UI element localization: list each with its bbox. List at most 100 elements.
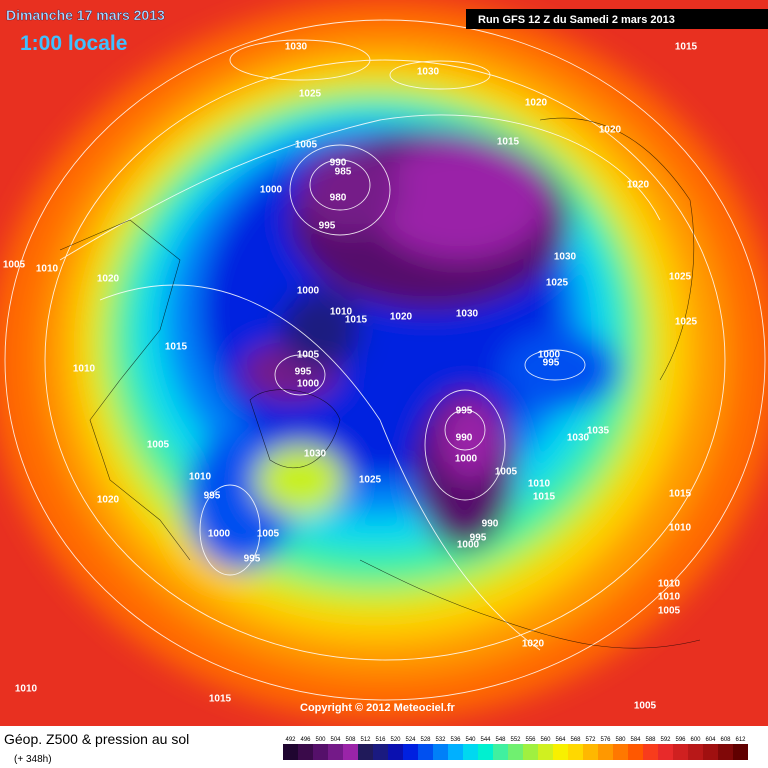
colorbar-level: 604 bbox=[705, 737, 716, 743]
isobar-label: 1015 bbox=[165, 342, 188, 353]
isobar-label: 995 bbox=[204, 491, 221, 502]
isobar-label: 1010 bbox=[189, 472, 212, 483]
colorbar-level: 512 bbox=[360, 737, 371, 743]
isobar-label: 1020 bbox=[522, 639, 545, 650]
isobar-label: 1010 bbox=[658, 579, 681, 590]
isobar-label: 1000 bbox=[457, 540, 480, 551]
colorbar-swatch bbox=[508, 744, 523, 760]
colorbar-swatch bbox=[388, 744, 403, 760]
isobar-label: 1015 bbox=[675, 42, 698, 53]
isobar-label: 1025 bbox=[669, 272, 692, 283]
colorbar-level: 500 bbox=[315, 737, 326, 743]
colorbar-swatch bbox=[283, 744, 298, 760]
colorbar-swatch bbox=[703, 744, 718, 760]
isobar-label: 1020 bbox=[627, 180, 650, 191]
colorbar-swatch bbox=[658, 744, 673, 760]
isobar-label: 1010 bbox=[669, 523, 692, 534]
product-title: Géop. Z500 & pression au sol bbox=[4, 731, 189, 747]
run-box bbox=[466, 9, 768, 29]
colorbar-swatch bbox=[328, 744, 343, 760]
colorbar-swatch bbox=[493, 744, 508, 760]
colorbar-level: 560 bbox=[540, 737, 551, 743]
isobar-label: 1005 bbox=[147, 440, 170, 451]
colorbar-level: 576 bbox=[600, 737, 611, 743]
isobar-label: 995 bbox=[244, 554, 261, 565]
isobar-label: 990 bbox=[330, 158, 347, 169]
isobar-label: 1025 bbox=[359, 475, 382, 486]
colorbar-swatch bbox=[373, 744, 388, 760]
isobar-label: 1000 bbox=[297, 286, 320, 297]
colorbar-level: 532 bbox=[435, 737, 446, 743]
isobar-label: 1020 bbox=[525, 98, 548, 109]
colorbar-level: 572 bbox=[585, 737, 596, 743]
colorbar-level: 544 bbox=[480, 737, 491, 743]
colorbar-level: 504 bbox=[330, 737, 341, 743]
isobar-label: 1030 bbox=[304, 449, 327, 460]
colorbar-level: 548 bbox=[495, 737, 506, 743]
isobar-label: 1035 bbox=[587, 426, 610, 437]
colorbar-level: 524 bbox=[405, 737, 416, 743]
colorbar-swatch bbox=[598, 744, 613, 760]
isobar-label: 995 bbox=[456, 406, 473, 417]
colorbar: 492 496 500 504 508 512 516 520 524 528 532 536 540 5… bbox=[283, 737, 748, 760]
isobar-labels: 1030103010151025102010201015100599098598… bbox=[3, 42, 698, 712]
colorbar-swatch bbox=[463, 744, 478, 760]
isobar-label: 1020 bbox=[599, 125, 622, 136]
colorbar-level: 528 bbox=[420, 737, 431, 743]
isobar-label: 1000 bbox=[538, 350, 561, 361]
isobar-label: 1030 bbox=[456, 309, 479, 320]
colorbar-level: 496 bbox=[300, 737, 311, 743]
colorbar-swatch bbox=[403, 744, 418, 760]
isobar-label: 990 bbox=[482, 519, 499, 530]
forecast-range: (+ 348h) bbox=[14, 754, 52, 765]
colorbar-swatch bbox=[613, 744, 628, 760]
isobar-label: 1015 bbox=[533, 492, 556, 503]
isobar-label: 985 bbox=[335, 167, 352, 178]
isobar-label: 1000 bbox=[208, 529, 231, 540]
colorbar-level: 540 bbox=[465, 737, 476, 743]
colorbar-level: 536 bbox=[450, 737, 461, 743]
isobar-label: 995 bbox=[543, 358, 560, 369]
isobar-label: 1020 bbox=[97, 495, 120, 506]
isobar-label: 1000 bbox=[455, 454, 478, 465]
colorbar-swatch bbox=[478, 744, 493, 760]
isobar-label: 1030 bbox=[567, 433, 590, 444]
colorbar-level: 584 bbox=[630, 737, 641, 743]
colorbar-swatch bbox=[448, 744, 463, 760]
isobar-label: 1010 bbox=[658, 592, 681, 603]
colorbar-swatch bbox=[718, 744, 733, 760]
colorbar-swatch bbox=[343, 744, 358, 760]
isobar-label: 1015 bbox=[345, 315, 368, 326]
colorbar-level: 588 bbox=[645, 737, 656, 743]
local-time: 1:00 locale bbox=[20, 32, 127, 55]
copyright: Copyright © 2012 Meteociel.fr bbox=[300, 702, 456, 714]
isobar-label: 1010 bbox=[36, 264, 59, 275]
colorbar-level: 520 bbox=[390, 737, 401, 743]
isobar-label: 1000 bbox=[297, 379, 320, 390]
isobar-label: 1025 bbox=[675, 317, 698, 328]
isobar-label: 990 bbox=[456, 433, 473, 444]
isobar-label: 1030 bbox=[285, 42, 308, 53]
isobar-label: 1005 bbox=[3, 260, 26, 271]
isobar-label: 1015 bbox=[669, 489, 692, 500]
colorbar-level: 608 bbox=[720, 737, 731, 743]
isobar-label: 1025 bbox=[299, 89, 322, 100]
isobar-label: 1000 bbox=[260, 185, 283, 196]
isobar-label: 1030 bbox=[554, 252, 577, 263]
isobar-label: 1015 bbox=[497, 137, 520, 148]
colorbar-swatch bbox=[313, 744, 328, 760]
colorbar-level: 552 bbox=[510, 737, 521, 743]
colorbar-swatch bbox=[553, 744, 568, 760]
colorbar-swatch bbox=[418, 744, 433, 760]
date-title: Dimanche 17 mars 2013 bbox=[6, 7, 165, 23]
colorbar-level: 600 bbox=[690, 737, 701, 743]
isobar-label: 1005 bbox=[295, 140, 318, 151]
isobar-label: 995 bbox=[295, 367, 312, 378]
colorbar-swatch bbox=[433, 744, 448, 760]
isobar-label: 1020 bbox=[390, 312, 413, 323]
isobar-label: 995 bbox=[470, 533, 487, 544]
run-label: Run GFS 12 Z du Samedi 2 mars 2013 bbox=[478, 14, 675, 26]
colorbar-level: 568 bbox=[570, 737, 581, 743]
